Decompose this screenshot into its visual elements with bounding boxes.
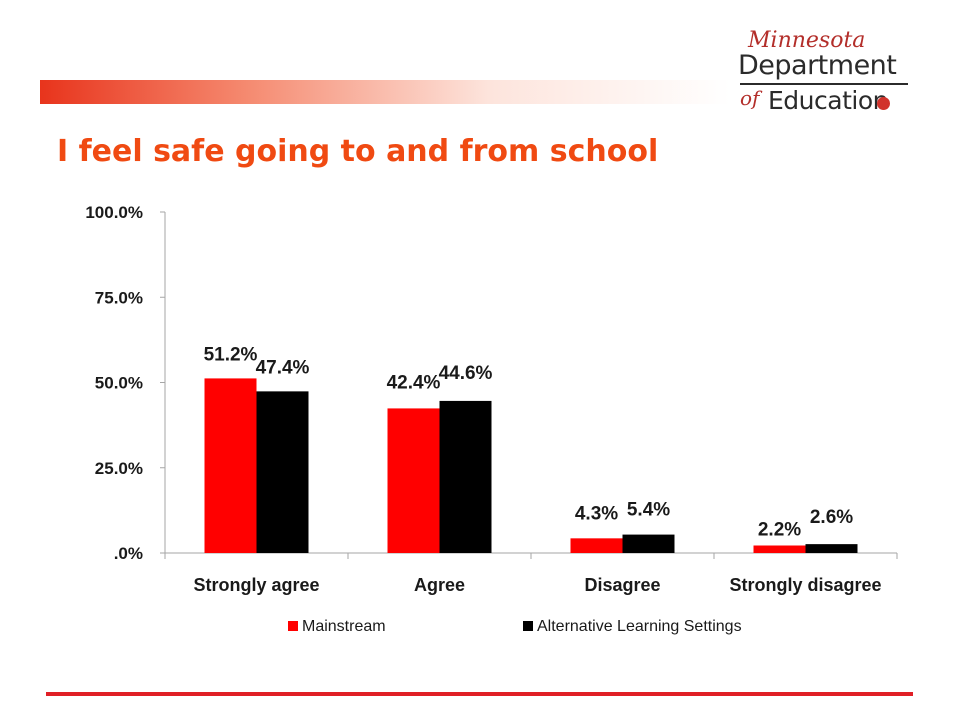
page-title: I feel safe going to and from school xyxy=(57,134,659,169)
bar-alternative xyxy=(439,400,492,553)
x-tick-label: Agree xyxy=(414,575,465,595)
legend-label: Mainstream xyxy=(302,618,386,635)
bar-alternative xyxy=(256,391,309,553)
x-tick-label: Strongly disagree xyxy=(729,575,881,595)
mde-logo: Minnesota Department of Education xyxy=(730,28,920,124)
legend-swatch-mainstream xyxy=(288,621,298,631)
data-label: 2.6% xyxy=(810,507,853,528)
logo-divider xyxy=(740,83,908,85)
bar-mainstream xyxy=(387,408,440,553)
logo-state-script: Minnesota xyxy=(748,28,866,53)
y-tick-label: 25.0% xyxy=(95,459,143,478)
data-label: 47.4% xyxy=(256,357,310,378)
bar-mainstream xyxy=(204,378,257,553)
data-label: 42.4% xyxy=(387,372,441,393)
logo-of-text: of xyxy=(740,86,760,110)
bar-alternative xyxy=(805,544,858,553)
y-tick-label: 100.0% xyxy=(85,203,143,222)
logo-education-text: Education xyxy=(768,86,888,115)
header-gradient-bar xyxy=(40,80,730,104)
data-label: 4.3% xyxy=(575,503,618,524)
bar-mainstream xyxy=(570,538,623,553)
bar-alternative xyxy=(622,534,675,553)
y-tick-label: 50.0% xyxy=(95,374,143,393)
logo-department-text: Department xyxy=(738,50,897,81)
data-label: 5.4% xyxy=(627,500,670,521)
apple-icon xyxy=(877,97,890,110)
data-label: 51.2% xyxy=(204,344,258,365)
legend-label: Alternative Learning Settings xyxy=(537,618,742,635)
y-tick-label: 75.0% xyxy=(95,288,143,307)
data-label: 2.2% xyxy=(758,519,801,540)
x-tick-label: Strongly agree xyxy=(193,575,319,595)
footer-rule xyxy=(46,692,913,696)
y-tick-label: .0% xyxy=(114,544,143,563)
bar-mainstream xyxy=(753,545,806,553)
x-tick-label: Disagree xyxy=(584,575,660,595)
legend-swatch-alternative xyxy=(523,621,533,631)
data-label: 44.6% xyxy=(439,363,493,384)
